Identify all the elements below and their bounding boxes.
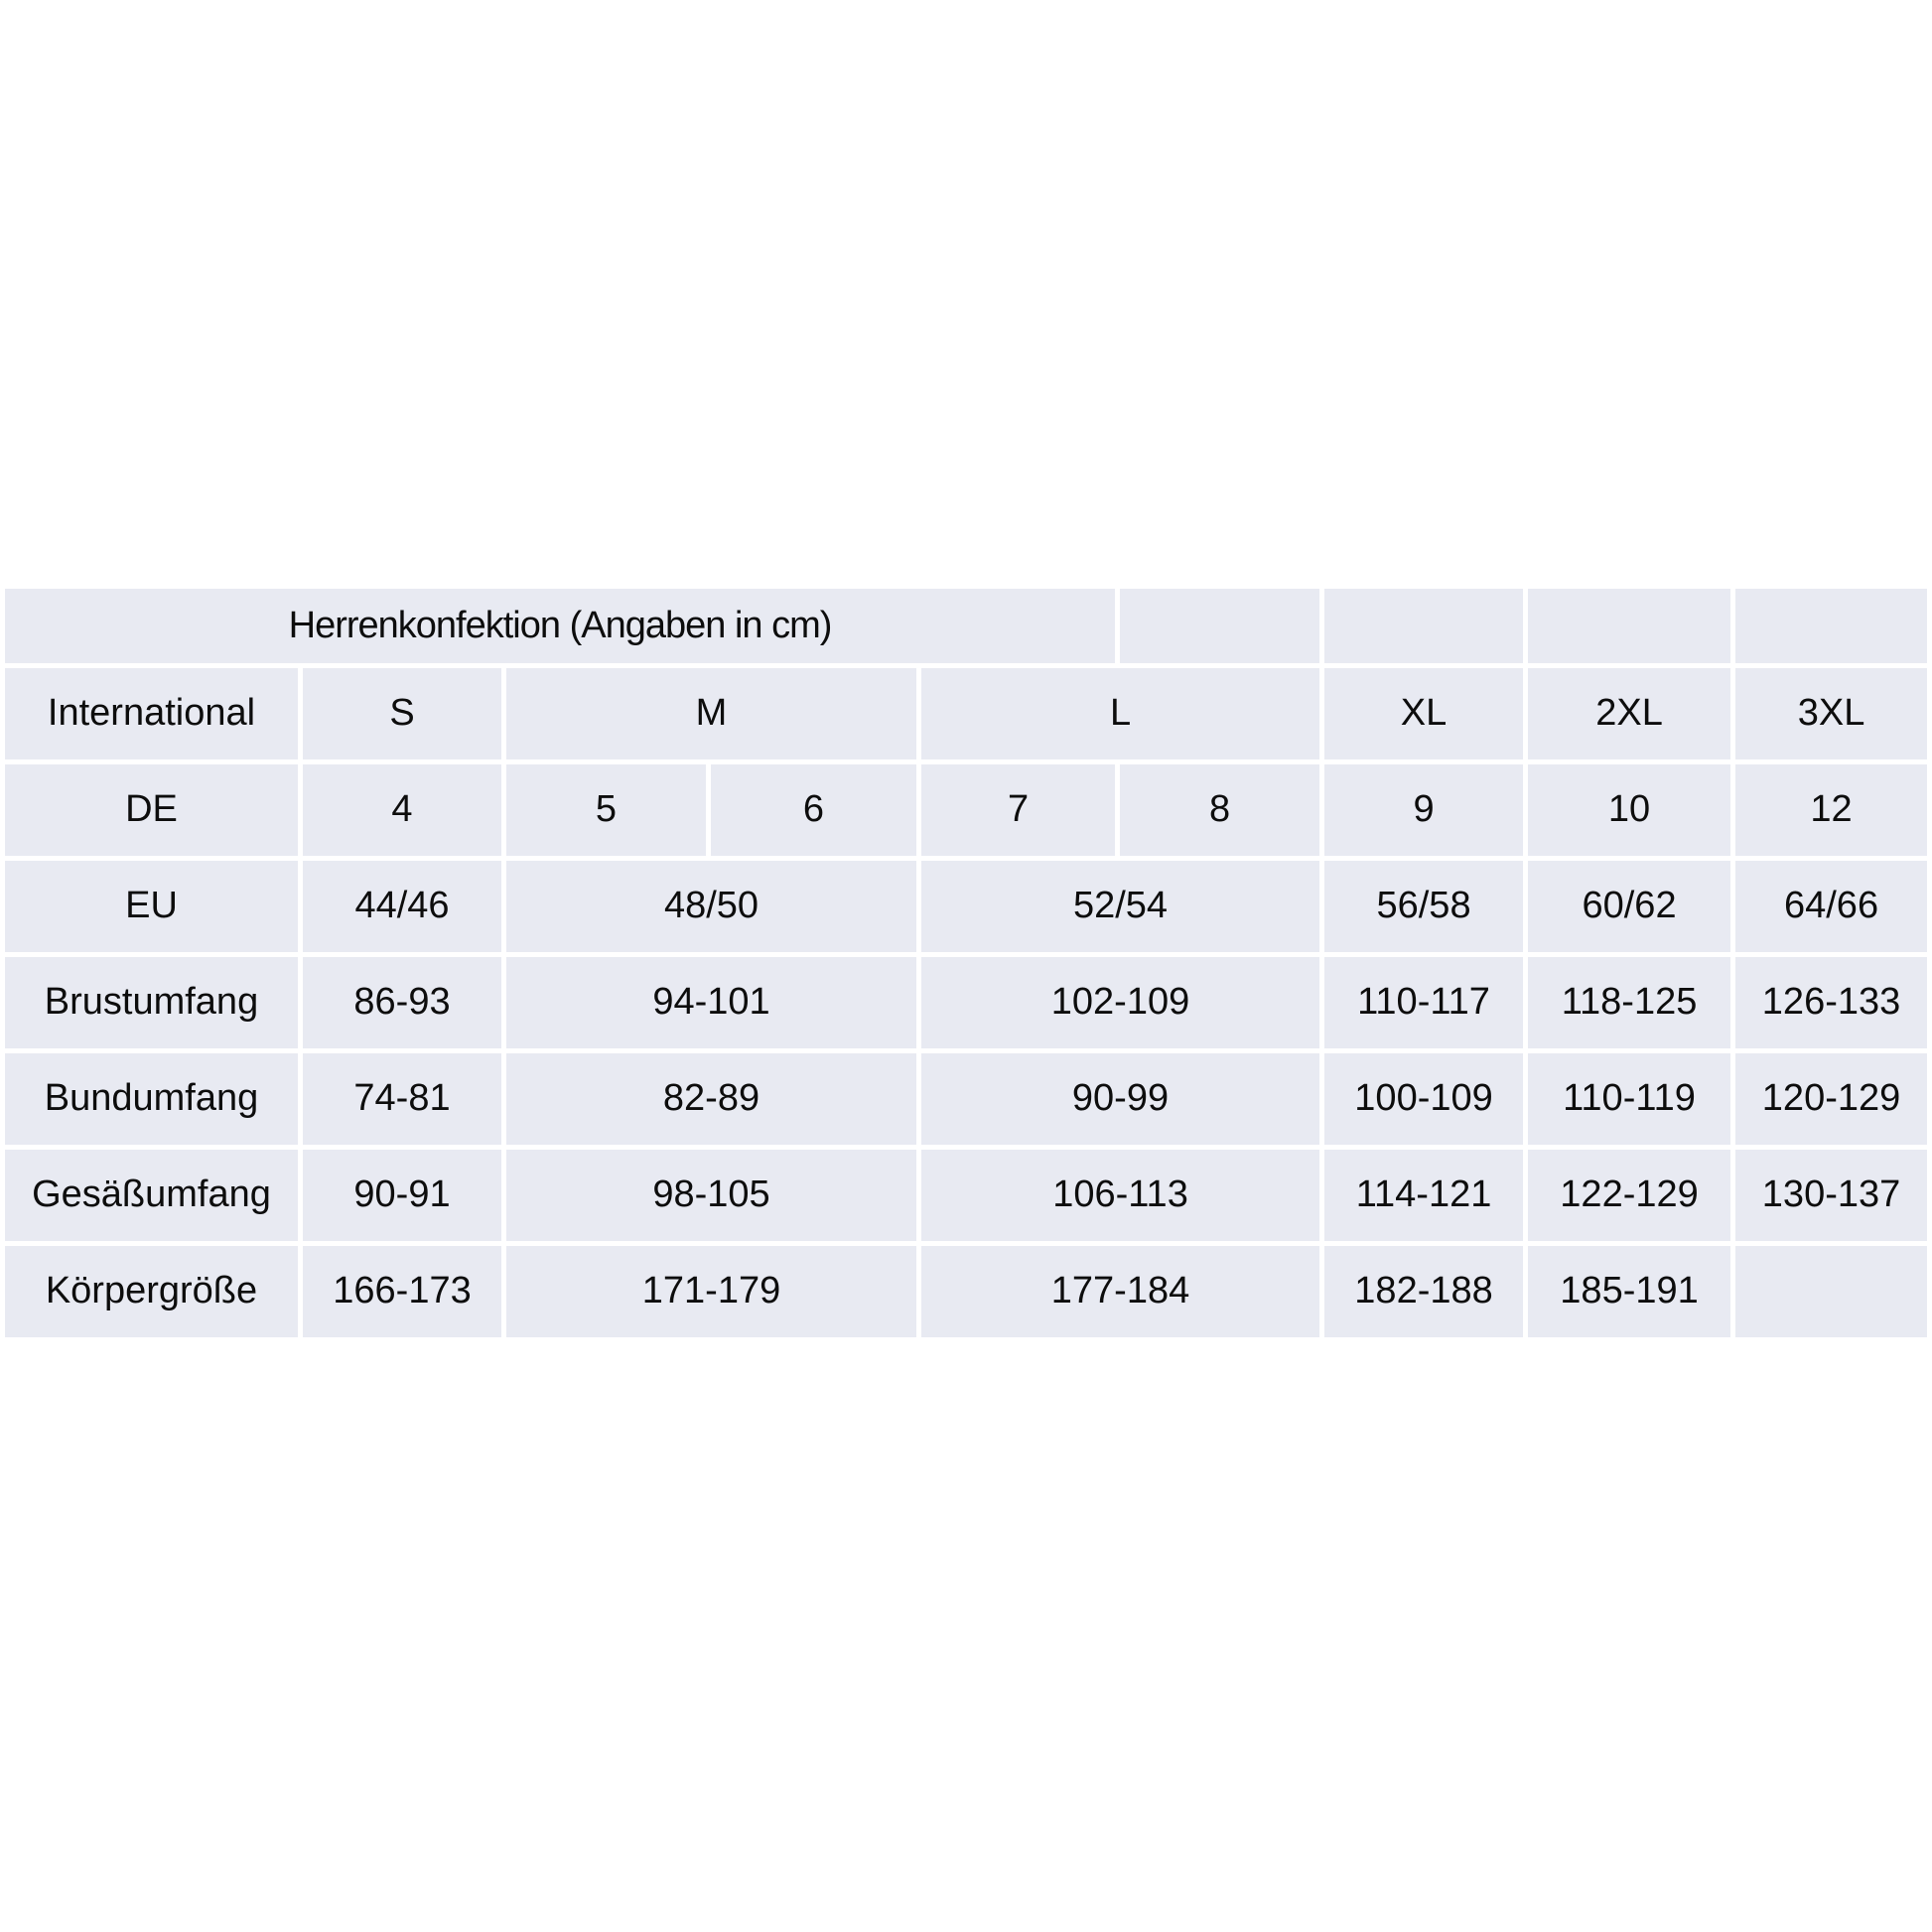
table-cell: 12	[1735, 764, 1928, 856]
table-cell: 2XL	[1528, 668, 1731, 759]
table-cell: 98-105	[506, 1150, 916, 1241]
table-cell: 3XL	[1735, 668, 1928, 759]
table-cell: 64/66	[1735, 861, 1928, 952]
title-row: Herrenkonfektion (Angaben in cm)	[5, 589, 1928, 663]
table-cell: 9	[1324, 764, 1524, 856]
table-cell: 102-109	[921, 957, 1320, 1048]
table-cell: 44/46	[303, 861, 501, 952]
measure-row-bundumfang: Bundumfang 74-81 82-89 90-99 100-109 110…	[5, 1053, 1928, 1145]
table-cell: L	[921, 668, 1320, 759]
table-cell: M	[506, 668, 916, 759]
row-label: Gesäßumfang	[5, 1150, 298, 1241]
empty-cell	[1324, 589, 1524, 663]
table-cell: 106-113	[921, 1150, 1320, 1241]
table-cell: 7	[921, 764, 1116, 856]
empty-cell	[1735, 589, 1928, 663]
row-label: EU	[5, 861, 298, 952]
empty-cell	[1528, 589, 1731, 663]
size-chart-table: Herrenkonfektion (Angaben in cm) Interna…	[0, 584, 1932, 1342]
table-cell: 94-101	[506, 957, 916, 1048]
table-cell: 100-109	[1324, 1053, 1524, 1145]
table-cell: 6	[711, 764, 916, 856]
table-cell: 56/58	[1324, 861, 1524, 952]
table-cell: 74-81	[303, 1053, 501, 1145]
table-cell: 52/54	[921, 861, 1320, 952]
table-cell: 130-137	[1735, 1150, 1928, 1241]
table-cell: S	[303, 668, 501, 759]
measure-row-gesaessumfang: Gesäßumfang 90-91 98-105 106-113 114-121…	[5, 1150, 1928, 1241]
header-row-international: International S M L XL 2XL 3XL	[5, 668, 1928, 759]
row-label: International	[5, 668, 298, 759]
row-label: DE	[5, 764, 298, 856]
table-cell: 48/50	[506, 861, 916, 952]
table-cell	[1735, 1246, 1928, 1337]
table-cell: 114-121	[1324, 1150, 1524, 1241]
table-cell: 110-117	[1324, 957, 1524, 1048]
table-cell: 177-184	[921, 1246, 1320, 1337]
measure-row-koerpergroesse: Körpergröße 166-173 171-179 177-184 182-…	[5, 1246, 1928, 1337]
table-cell: 185-191	[1528, 1246, 1731, 1337]
table-cell: 90-91	[303, 1150, 501, 1241]
table-cell: 60/62	[1528, 861, 1731, 952]
row-label: Körpergröße	[5, 1246, 298, 1337]
table-cell: 82-89	[506, 1053, 916, 1145]
page-title: Herrenkonfektion (Angaben in cm)	[5, 589, 1116, 663]
table-cell: 120-129	[1735, 1053, 1928, 1145]
row-label: Brustumfang	[5, 957, 298, 1048]
table-cell: 126-133	[1735, 957, 1928, 1048]
table-cell: 171-179	[506, 1246, 916, 1337]
row-label: Bundumfang	[5, 1053, 298, 1145]
table-cell: 90-99	[921, 1053, 1320, 1145]
measure-row-brustumfang: Brustumfang 86-93 94-101 102-109 110-117…	[5, 957, 1928, 1048]
table-cell: 110-119	[1528, 1053, 1731, 1145]
header-row-de: DE 4 5 6 7 8 9 10 12	[5, 764, 1928, 856]
table-cell: 122-129	[1528, 1150, 1731, 1241]
table-cell: 5	[506, 764, 706, 856]
table-cell: 10	[1528, 764, 1731, 856]
table-cell: 118-125	[1528, 957, 1731, 1048]
table-cell: 4	[303, 764, 501, 856]
table-cell: 86-93	[303, 957, 501, 1048]
table-cell: 8	[1120, 764, 1320, 856]
table-cell: XL	[1324, 668, 1524, 759]
header-row-eu: EU 44/46 48/50 52/54 56/58 60/62 64/66	[5, 861, 1928, 952]
table-cell: 166-173	[303, 1246, 501, 1337]
table-cell: 182-188	[1324, 1246, 1524, 1337]
empty-cell	[1120, 589, 1320, 663]
